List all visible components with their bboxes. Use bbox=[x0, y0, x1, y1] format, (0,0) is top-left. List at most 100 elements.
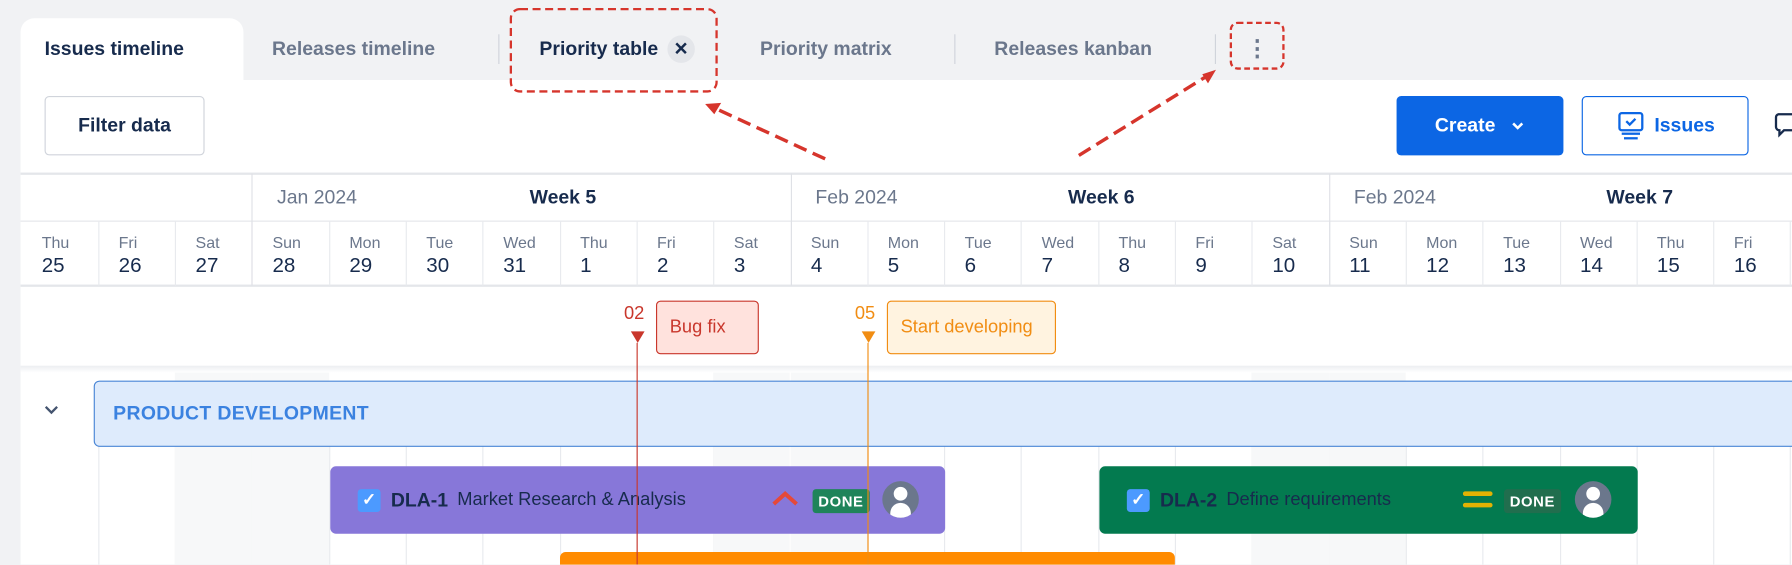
day-name: Tue bbox=[1503, 233, 1531, 252]
day-name: Sun bbox=[272, 233, 301, 252]
milestone-date: 02 bbox=[623, 303, 645, 324]
grid-column-line bbox=[1097, 445, 1100, 565]
avatar[interactable] bbox=[882, 481, 919, 518]
tab-divider bbox=[1214, 34, 1216, 64]
checkbox-icon: ✓ bbox=[1126, 488, 1150, 512]
day-divider bbox=[1636, 221, 1638, 286]
day-divider bbox=[636, 221, 638, 286]
milestone-line bbox=[867, 342, 869, 565]
day-divider bbox=[1251, 221, 1253, 286]
priority-high-icon bbox=[772, 491, 798, 506]
milestone-label[interactable]: Start developing bbox=[886, 300, 1056, 355]
day-row-border bbox=[20, 284, 1792, 287]
day-number: 11 bbox=[1349, 253, 1371, 277]
tab-releases-kanban[interactable]: Releases kanban bbox=[994, 18, 1152, 80]
group-product-development[interactable]: PRODUCT DEVELOPMENT bbox=[93, 380, 1792, 447]
day-divider bbox=[1790, 221, 1792, 286]
create-label: Create bbox=[1434, 114, 1496, 136]
day-name: Wed bbox=[503, 233, 536, 252]
tab-releases-timeline[interactable]: Releases timeline bbox=[272, 18, 435, 80]
milestone-label[interactable]: Bug fix bbox=[655, 300, 759, 355]
day-name: Fri bbox=[657, 233, 676, 252]
tab-priority-matrix[interactable]: Priority matrix bbox=[760, 18, 892, 80]
day-number: 1 bbox=[580, 253, 592, 277]
milestone-line bbox=[636, 342, 638, 565]
day-divider bbox=[328, 221, 330, 286]
tab-label: Issues timeline bbox=[44, 37, 184, 60]
month-label: Jan 2024 bbox=[277, 186, 357, 208]
day-name: Sun bbox=[810, 233, 840, 252]
day-name: Fri bbox=[1195, 233, 1215, 252]
grid-column-line bbox=[328, 445, 330, 565]
day-number: 10 bbox=[1272, 253, 1296, 277]
day-divider bbox=[1482, 221, 1484, 286]
create-button[interactable]: Create bbox=[1396, 95, 1564, 156]
comment-icon[interactable] bbox=[1774, 112, 1792, 139]
day-divider bbox=[1405, 221, 1407, 286]
tab-issues-timeline[interactable]: Issues timeline bbox=[20, 18, 244, 80]
grid-column-line bbox=[98, 445, 100, 565]
task-bar-dla-1[interactable]: ✓ DLA-1 Market Research & Analysis DONE bbox=[330, 466, 946, 534]
day-name: Mon bbox=[887, 233, 919, 252]
milestone-marker-icon[interactable] bbox=[861, 331, 876, 343]
day-number: 31 bbox=[503, 253, 527, 277]
day-name: Fri bbox=[118, 233, 138, 252]
grid-column-line bbox=[1790, 445, 1792, 565]
day-name: Thu bbox=[1118, 233, 1147, 252]
day-name: Sun bbox=[1349, 233, 1378, 252]
day-divider bbox=[559, 221, 561, 286]
week-row-border bbox=[20, 220, 1792, 222]
issue-key: DLA-1 bbox=[390, 488, 449, 511]
tab-label: Priority matrix bbox=[759, 37, 892, 60]
day-name: Thu bbox=[41, 233, 70, 252]
day-divider bbox=[1097, 221, 1100, 286]
day-divider bbox=[405, 221, 407, 286]
day-divider bbox=[1174, 221, 1176, 286]
day-number: 9 bbox=[1195, 253, 1207, 277]
checkbox-icon: ✓ bbox=[357, 488, 381, 512]
priority-medium-icon bbox=[1462, 491, 1493, 508]
chevron-down-icon bbox=[1512, 122, 1524, 130]
day-number: 12 bbox=[1426, 253, 1450, 277]
day-divider bbox=[174, 221, 177, 286]
day-divider bbox=[867, 221, 869, 286]
milestone-marker-icon[interactable] bbox=[630, 331, 645, 343]
collapse-chevron-icon[interactable] bbox=[43, 401, 59, 417]
day-number: 3 bbox=[733, 253, 746, 277]
issues-button[interactable]: Issues bbox=[1581, 95, 1749, 156]
day-number: 30 bbox=[426, 253, 450, 277]
day-number: 27 bbox=[195, 253, 219, 277]
day-number: 29 bbox=[349, 253, 373, 277]
day-divider bbox=[98, 221, 100, 286]
week-label: Week 7 bbox=[1606, 186, 1673, 208]
day-name: Tue bbox=[964, 233, 992, 252]
filter-label: Filter data bbox=[78, 114, 171, 136]
day-number: 25 bbox=[41, 253, 65, 277]
filter-data-button[interactable]: Filter data bbox=[44, 95, 205, 156]
day-number: 6 bbox=[964, 253, 977, 277]
day-number: 5 bbox=[887, 253, 900, 277]
day-name: Thu bbox=[580, 233, 608, 252]
avatar[interactable] bbox=[1574, 481, 1612, 518]
tab-divider bbox=[498, 34, 500, 64]
week-divider bbox=[790, 173, 792, 286]
day-divider bbox=[1021, 221, 1023, 286]
month-label: Feb 2024 bbox=[815, 186, 898, 208]
task-bar-dla-2[interactable]: ✓ DLA-2 Define requirements DONE bbox=[1099, 466, 1638, 534]
milestone-date: 05 bbox=[854, 303, 876, 324]
day-name: Mon bbox=[349, 233, 381, 252]
day-name: Wed bbox=[1579, 233, 1613, 252]
issues-monitor-icon bbox=[1617, 111, 1643, 140]
day-name: Wed bbox=[1041, 233, 1075, 252]
day-name: Sat bbox=[1272, 233, 1297, 252]
milestone-row-shadow bbox=[20, 365, 1792, 373]
day-name: Sat bbox=[195, 233, 220, 252]
day-number: 15 bbox=[1656, 253, 1680, 277]
day-number: 13 bbox=[1503, 253, 1526, 277]
week-label: Week 6 bbox=[1067, 186, 1135, 208]
grid-column-line bbox=[1713, 445, 1715, 565]
day-name: Thu bbox=[1656, 233, 1685, 252]
day-number: 7 bbox=[1041, 253, 1054, 277]
month-label: Feb 2024 bbox=[1353, 186, 1436, 208]
day-name: Sat bbox=[733, 233, 758, 252]
